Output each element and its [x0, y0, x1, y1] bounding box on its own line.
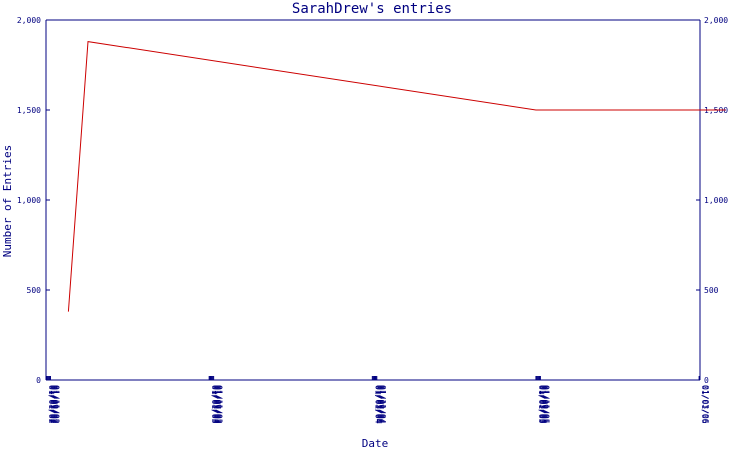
left-y-tick-label: 1,000: [17, 196, 41, 205]
x-tick-label: 01/09/04: [377, 385, 386, 424]
left-y-tick-label: 1,500: [17, 106, 41, 115]
x-tick-label: 01/03/02: [48, 385, 57, 424]
x-tick-label: 01/01/04: [373, 385, 382, 424]
x-tick-label: 01/09/02: [51, 385, 60, 424]
left-y-tick-label: 2,000: [17, 16, 41, 25]
right-y-tick-label: 0: [704, 376, 709, 385]
x-tick-label: 01/05/02: [49, 385, 58, 424]
x-tick-label: 01/05/04: [375, 385, 384, 424]
y-axis-label: Number of Entries: [1, 145, 14, 258]
x-tick-label: 01/09/05: [541, 385, 550, 424]
left-y-tick-label: 500: [27, 286, 42, 295]
x-tick-label: 01/05/05: [539, 385, 548, 424]
right-y-tick-label: 2,000: [704, 16, 728, 25]
series-line: [67, 41, 726, 312]
right-y-tick-label: 1,000: [704, 196, 728, 205]
x-tick-label: 01/07/04: [376, 385, 385, 424]
x-tick-label: 01/05/03: [212, 385, 221, 424]
x-tick-label: 01/03/06: [701, 385, 710, 424]
chart-title: SarahDrew's entries: [292, 1, 452, 17]
x-tick-label: 01/03/04: [374, 385, 383, 424]
x-axis-label: Date: [362, 437, 389, 450]
x-tick-label: 01/07/02: [50, 385, 59, 424]
x-tick-label: 01/11/05: [541, 385, 550, 424]
x-tick-label: 01/01/03: [210, 385, 219, 424]
x-tick-label: 01/01/02: [47, 385, 56, 424]
x-tick-label: 01/03/05: [538, 385, 547, 424]
x-tick-label: 01/07/03: [213, 385, 222, 424]
x-tick-label: 01/01/05: [537, 385, 546, 424]
x-tick-label: 01/11/03: [215, 385, 224, 424]
x-tick-label: 01/03/03: [211, 385, 220, 424]
x-tick-label: 01/09/03: [214, 385, 223, 424]
x-tick-label: 01/07/05: [540, 385, 549, 424]
x-ticks: 01/01/0201/03/0201/05/0201/07/0201/09/02…: [45, 376, 710, 424]
x-tick-label: 01/11/02: [51, 385, 60, 424]
x-tick-label: 01/01/06: [700, 385, 709, 424]
x-tick-label: 01/11/04: [378, 385, 387, 424]
left-y-tick-label: 0: [36, 376, 41, 385]
right-y-tick-label: 500: [704, 286, 719, 295]
